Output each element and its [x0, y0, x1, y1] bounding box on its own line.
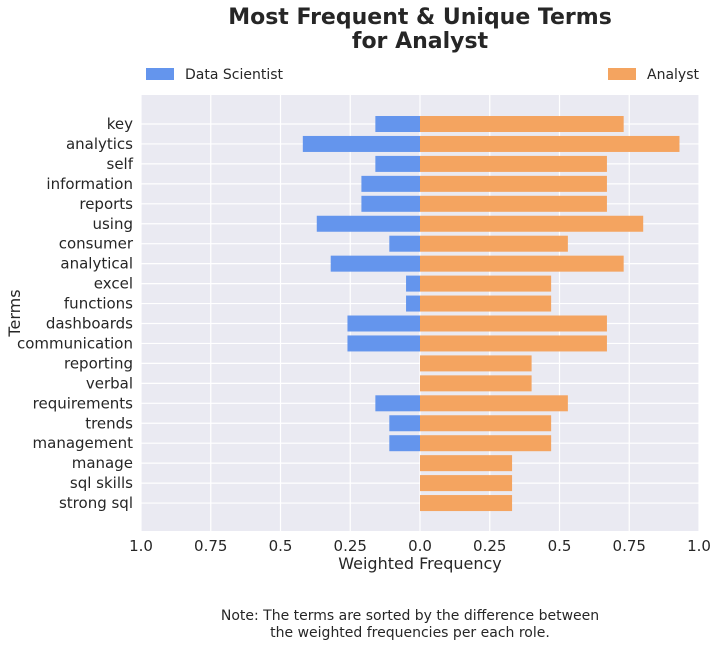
bar-data-scientist-information [361, 175, 420, 192]
bar-data-scientist-using [316, 215, 420, 232]
bar-analyst-information [420, 175, 607, 192]
bar-analyst-analytical [420, 255, 624, 272]
bar-analyst-management [420, 435, 552, 452]
y-tick-label-dashboards: dashboards [46, 315, 133, 333]
bar-analyst-excel [420, 275, 552, 292]
bars [302, 116, 680, 512]
y-tick-label-information: information [46, 175, 133, 193]
legend-swatch-data-scientist [146, 68, 174, 80]
bar-data-scientist-reports [361, 195, 420, 212]
bar-data-scientist-requirements [375, 395, 420, 412]
x-tick-labels: 1.0 0.75 0.5 0.25 0.0 0.25 0.5 0.75 1.0 [129, 537, 711, 555]
y-tick-label-functions: functions [64, 295, 133, 313]
legend-label-data-scientist: Data Scientist [185, 67, 284, 83]
x-tick-label-4: 0.0 [408, 537, 432, 555]
bar-analyst-key [420, 116, 624, 132]
y-tick-label-reports: reports [79, 195, 133, 213]
chart-title-line-1: Most Frequent & Unique Terms [228, 5, 612, 30]
x-axis-label: Weighted Frequency [338, 554, 501, 573]
x-tick-label-6: 0.5 [548, 537, 572, 555]
bar-analyst-self [420, 155, 607, 172]
y-tick-label-trends: trends [85, 414, 133, 432]
bar-analyst-reporting [420, 355, 532, 372]
bar-analyst-requirements [420, 395, 568, 412]
bar-data-scientist-analytical [330, 255, 420, 272]
bar-analyst-verbal [420, 375, 532, 392]
x-tick-label-3: 0.25 [334, 537, 367, 555]
note-line-1: Note: The terms are sorted by the differ… [221, 608, 599, 624]
y-tick-label-manage: manage [72, 454, 133, 472]
bar-analyst-analytics [420, 135, 680, 152]
bar-analyst-using [420, 215, 644, 232]
y-tick-label-analytics: analytics [66, 135, 133, 153]
bar-data-scientist-analytics [302, 135, 420, 152]
bar-analyst-functions [420, 295, 552, 312]
bar-data-scientist-management [389, 435, 420, 452]
bar-data-scientist-key [375, 116, 420, 132]
y-tick-label-requirements: requirements [33, 394, 134, 412]
chart-title-line-2: for Analyst [352, 29, 489, 54]
y-tick-label-verbal: verbal [86, 374, 133, 392]
bar-data-scientist-consumer [389, 235, 420, 252]
y-tick-label-reporting: reporting [64, 354, 133, 372]
y-tick-label-self: self [107, 155, 134, 173]
x-tick-label-0: 1.0 [129, 537, 153, 555]
bar-analyst-reports [420, 195, 607, 212]
x-tick-label-5: 0.25 [473, 537, 506, 555]
bar-data-scientist-excel [406, 275, 420, 292]
legend-swatch-analyst [608, 68, 636, 80]
y-tick-label-using: using [92, 215, 133, 233]
y-tick-labels: key analytics self information reports using c… [17, 115, 134, 512]
bar-analyst-trends [420, 415, 552, 432]
bar-analyst-communication [420, 335, 607, 352]
bar-analyst-manage [420, 455, 513, 472]
bar-analyst-strong-sql [420, 495, 513, 512]
bar-data-scientist-self [375, 155, 420, 172]
y-tick-label-analytical: analytical [60, 255, 133, 273]
y-tick-label-excel: excel [94, 275, 133, 293]
y-axis-label: Terms [5, 289, 24, 337]
x-tick-label-1: 0.75 [194, 537, 227, 555]
bar-data-scientist-communication [347, 335, 420, 352]
bar-analyst-dashboards [420, 315, 607, 332]
legend-data-scientist: Data Scientist [146, 67, 284, 83]
y-tick-label-management: management [33, 434, 134, 452]
bar-analyst-consumer [420, 235, 568, 252]
y-tick-label-strong-sql: strong sql [59, 494, 133, 512]
legend-analyst: Analyst [608, 67, 699, 83]
legend-label-analyst: Analyst [647, 67, 699, 83]
bar-data-scientist-trends [389, 415, 420, 432]
bar-analyst-sql-skills [420, 475, 513, 492]
bar-data-scientist-functions [406, 295, 420, 312]
x-tick-label-7: 0.75 [613, 537, 646, 555]
y-tick-label-consumer: consumer [59, 235, 134, 253]
y-tick-label-key: key [107, 115, 133, 133]
y-tick-label-sql-skills: sql skills [70, 474, 133, 492]
x-tick-label-2: 0.5 [269, 537, 293, 555]
x-tick-label-8: 1.0 [687, 537, 711, 555]
bar-data-scientist-dashboards [347, 315, 420, 332]
note-line-2: the weighted frequencies per each role. [270, 625, 550, 641]
y-tick-label-communication: communication [17, 334, 133, 352]
